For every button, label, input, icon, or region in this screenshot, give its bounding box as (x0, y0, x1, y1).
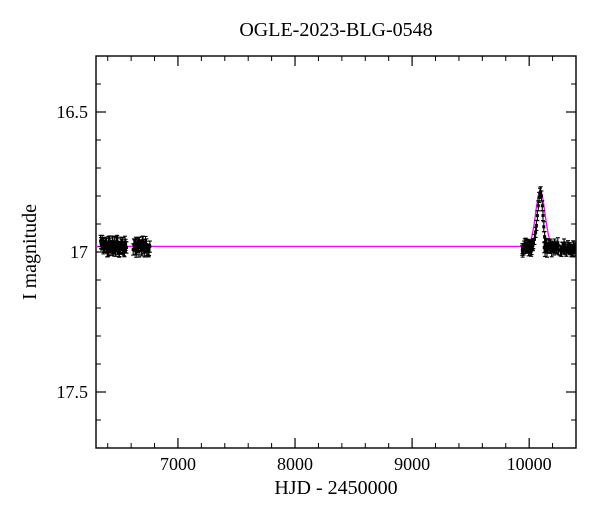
chart-svg: OGLE-2023-BLG-0548 7000 8000 9000 10000 16.5 1… (0, 0, 600, 512)
x-axis-label: HJD - 2450000 (274, 477, 397, 499)
y-tick-label: 16.5 (57, 102, 89, 122)
x-tick-label: 7000 (160, 454, 196, 474)
lightcurve-chart: OGLE-2023-BLG-0548 7000 8000 9000 10000 16.5 1… (0, 0, 600, 512)
y-tick-label: 17 (70, 242, 88, 262)
chart-title: OGLE-2023-BLG-0548 (239, 19, 432, 41)
x-tick-label: 8000 (277, 454, 313, 474)
x-tick-label: 9000 (394, 454, 430, 474)
y-tick-label: 17.5 (57, 382, 89, 402)
x-tick-label: 10000 (507, 454, 552, 474)
y-axis-label: I magnitude (19, 204, 41, 300)
